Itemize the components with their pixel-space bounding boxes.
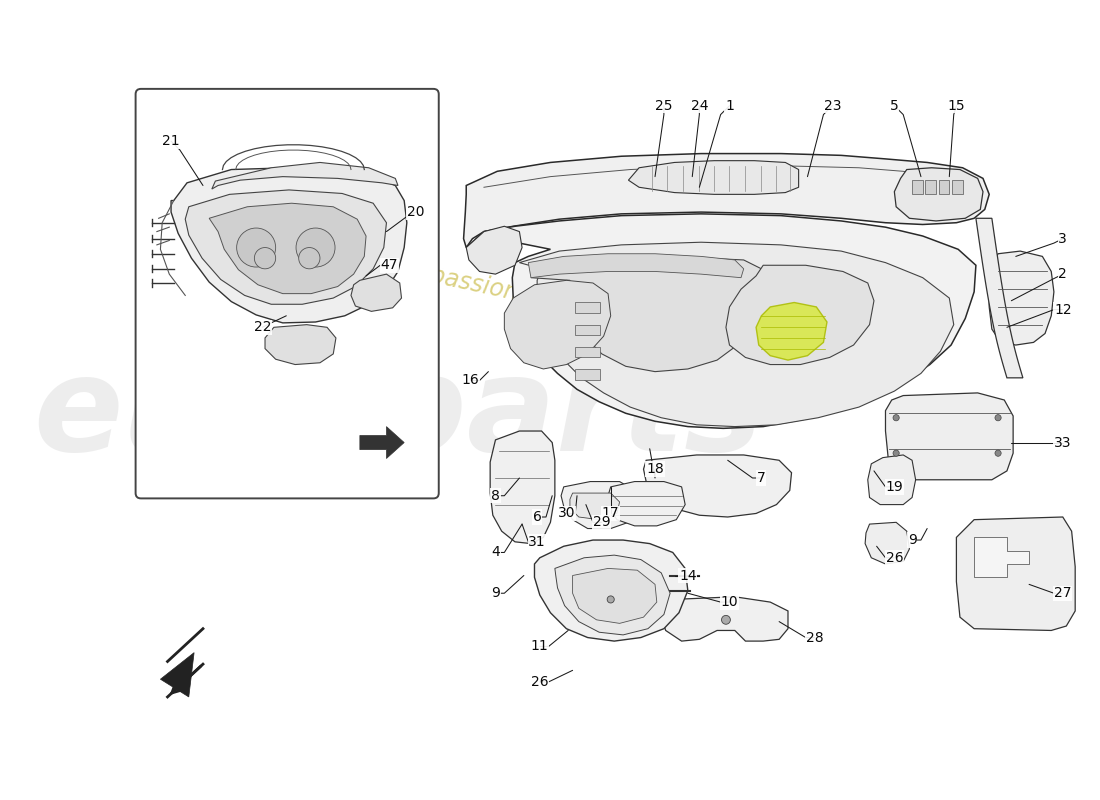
Polygon shape bbox=[519, 242, 954, 426]
Polygon shape bbox=[956, 517, 1075, 630]
Polygon shape bbox=[554, 555, 670, 635]
Polygon shape bbox=[466, 214, 976, 428]
Text: 15: 15 bbox=[947, 98, 965, 113]
Polygon shape bbox=[351, 274, 402, 311]
Polygon shape bbox=[575, 369, 601, 380]
Text: 25: 25 bbox=[656, 98, 672, 113]
Text: 11: 11 bbox=[531, 639, 549, 654]
Polygon shape bbox=[644, 455, 792, 517]
Text: 26: 26 bbox=[886, 550, 903, 565]
Polygon shape bbox=[628, 161, 799, 194]
Text: 16: 16 bbox=[462, 374, 480, 387]
Polygon shape bbox=[925, 180, 936, 194]
Polygon shape bbox=[661, 597, 788, 641]
Polygon shape bbox=[209, 203, 366, 294]
Polygon shape bbox=[570, 493, 619, 520]
Polygon shape bbox=[491, 431, 554, 543]
Text: 22: 22 bbox=[254, 320, 271, 334]
Polygon shape bbox=[504, 280, 610, 369]
Polygon shape bbox=[535, 540, 688, 641]
Polygon shape bbox=[975, 538, 1030, 578]
Circle shape bbox=[236, 228, 276, 267]
Text: 29: 29 bbox=[593, 515, 611, 530]
Polygon shape bbox=[360, 426, 404, 458]
Circle shape bbox=[722, 615, 730, 624]
Circle shape bbox=[296, 228, 336, 267]
Text: 18: 18 bbox=[646, 462, 664, 476]
Text: 28: 28 bbox=[806, 630, 824, 645]
Text: 47: 47 bbox=[381, 258, 398, 272]
Text: 31: 31 bbox=[528, 535, 546, 549]
Text: 21: 21 bbox=[162, 134, 180, 148]
Polygon shape bbox=[575, 347, 601, 358]
Circle shape bbox=[996, 414, 1001, 421]
Polygon shape bbox=[463, 154, 989, 247]
Text: 6: 6 bbox=[532, 510, 541, 524]
Polygon shape bbox=[573, 569, 657, 623]
Text: 20: 20 bbox=[407, 205, 425, 219]
Text: 19: 19 bbox=[886, 480, 903, 494]
Circle shape bbox=[996, 450, 1001, 456]
FancyBboxPatch shape bbox=[135, 89, 439, 498]
Text: 3: 3 bbox=[1058, 232, 1067, 246]
Text: 2: 2 bbox=[1058, 267, 1067, 281]
Text: 8: 8 bbox=[491, 489, 499, 502]
Polygon shape bbox=[608, 482, 685, 526]
Text: 1: 1 bbox=[725, 98, 734, 113]
Text: 27: 27 bbox=[1054, 586, 1071, 600]
Polygon shape bbox=[726, 266, 874, 365]
Polygon shape bbox=[528, 254, 744, 278]
Polygon shape bbox=[865, 522, 910, 564]
Polygon shape bbox=[938, 180, 949, 194]
Text: 7: 7 bbox=[757, 471, 766, 485]
Text: 4: 4 bbox=[491, 546, 499, 559]
Polygon shape bbox=[989, 251, 1054, 345]
Polygon shape bbox=[265, 325, 336, 365]
Polygon shape bbox=[868, 455, 915, 505]
Circle shape bbox=[893, 414, 899, 421]
Text: europarts: europarts bbox=[33, 350, 762, 478]
Text: 23: 23 bbox=[824, 98, 842, 113]
Circle shape bbox=[607, 596, 614, 603]
Polygon shape bbox=[912, 180, 923, 194]
Polygon shape bbox=[561, 482, 637, 529]
Polygon shape bbox=[575, 325, 601, 335]
Polygon shape bbox=[466, 226, 522, 274]
Text: 26: 26 bbox=[531, 675, 549, 689]
Polygon shape bbox=[886, 393, 1013, 480]
Polygon shape bbox=[531, 257, 763, 372]
Text: 9: 9 bbox=[491, 586, 499, 600]
Text: 12: 12 bbox=[1054, 302, 1071, 317]
Text: 17: 17 bbox=[602, 506, 619, 521]
Polygon shape bbox=[894, 168, 983, 221]
Polygon shape bbox=[161, 653, 194, 697]
Polygon shape bbox=[952, 180, 962, 194]
Polygon shape bbox=[212, 162, 398, 189]
Text: 5: 5 bbox=[890, 98, 899, 113]
Circle shape bbox=[254, 247, 276, 269]
Text: 30: 30 bbox=[558, 506, 575, 521]
Text: 9: 9 bbox=[908, 533, 916, 547]
Text: 10: 10 bbox=[720, 595, 738, 609]
Polygon shape bbox=[172, 168, 407, 323]
Text: 14: 14 bbox=[679, 569, 696, 582]
Text: 24: 24 bbox=[691, 98, 708, 113]
Polygon shape bbox=[185, 190, 386, 304]
Circle shape bbox=[299, 247, 320, 269]
Polygon shape bbox=[575, 302, 601, 313]
Polygon shape bbox=[756, 302, 827, 360]
Text: 33: 33 bbox=[1054, 435, 1071, 450]
Text: a passion for parts since 1985: a passion for parts since 1985 bbox=[406, 259, 760, 357]
Circle shape bbox=[893, 450, 899, 456]
Polygon shape bbox=[976, 218, 1023, 378]
